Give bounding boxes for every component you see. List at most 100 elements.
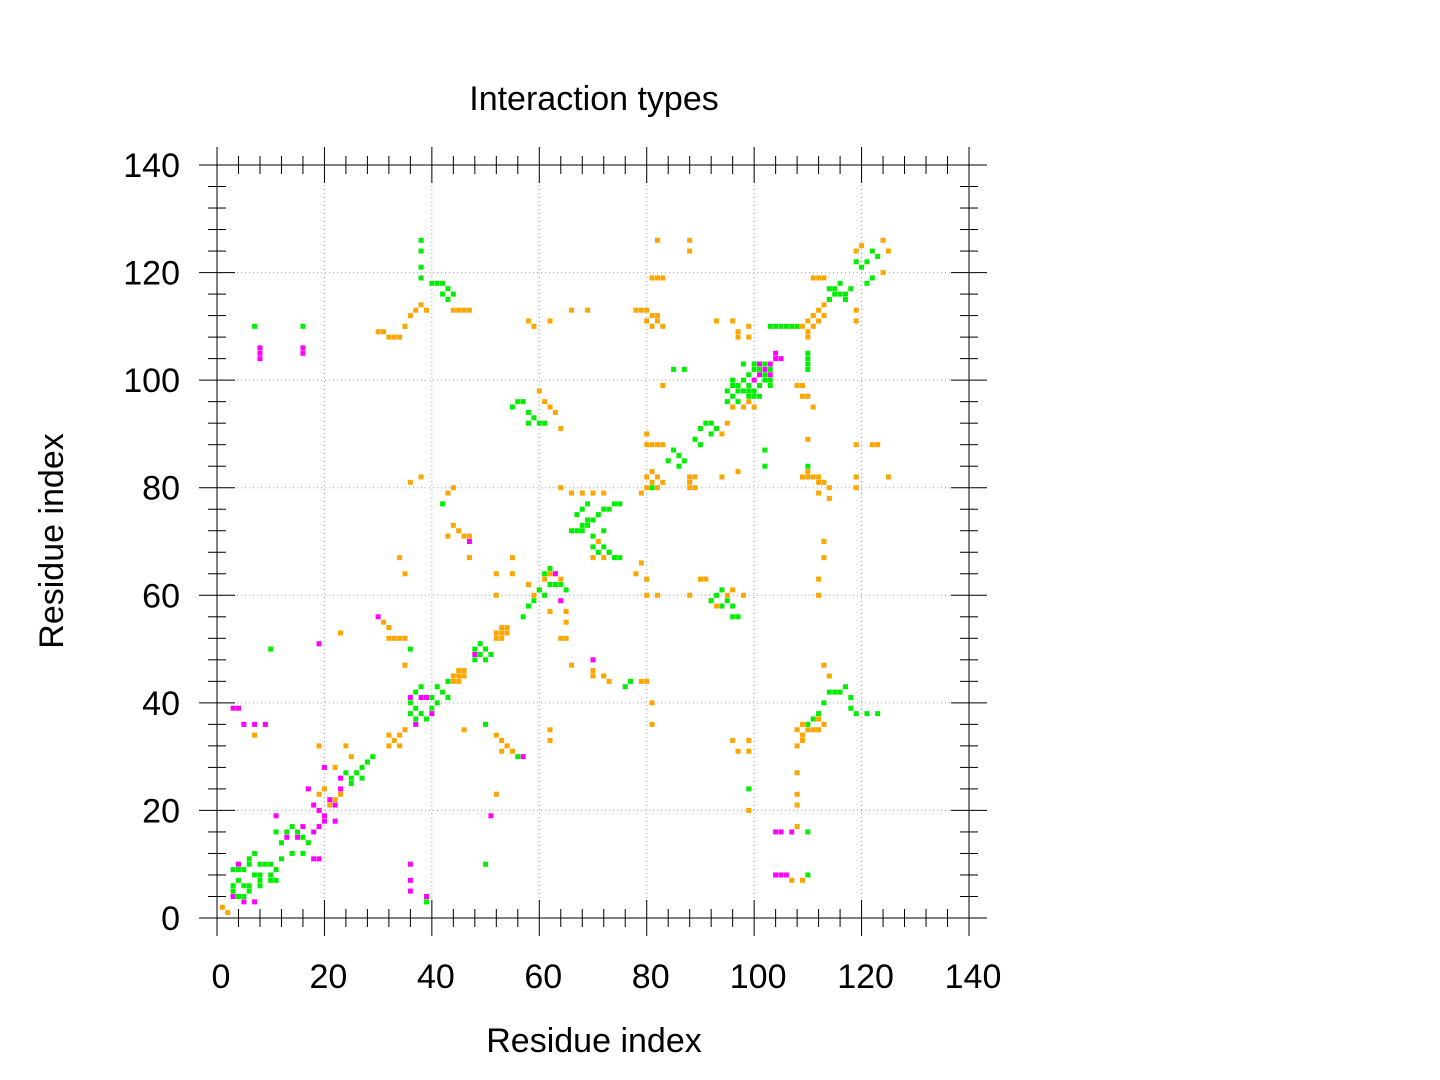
contact-point (816, 592, 822, 598)
contact-point (257, 877, 263, 883)
contact-point (300, 834, 306, 840)
chart-title: Interaction types (469, 80, 718, 118)
contact-point (740, 361, 746, 367)
contact-point (542, 592, 548, 598)
contact-point (252, 899, 258, 905)
contact-point (558, 635, 564, 641)
contact-point (875, 253, 881, 259)
y-tick-label: 0 (161, 900, 180, 938)
contact-point (762, 372, 768, 378)
contact-point (644, 318, 650, 324)
contact-point (423, 899, 429, 905)
contact-point (880, 237, 886, 243)
contact-point (241, 721, 247, 727)
contact-point (531, 598, 537, 604)
contact-point (799, 323, 805, 329)
contact-point (654, 318, 660, 324)
contact-point (413, 689, 419, 695)
contact-point (338, 786, 344, 792)
axis-ticks (199, 147, 987, 936)
contact-point (526, 420, 532, 426)
contact-point (402, 323, 408, 329)
contact-point (391, 738, 397, 744)
contact-point (751, 366, 757, 372)
contact-point (821, 302, 827, 308)
contact-point (875, 442, 881, 448)
contact-point (526, 603, 532, 609)
contact-point (762, 361, 768, 367)
contact-point (676, 463, 682, 469)
contact-point (252, 721, 258, 727)
contact-point (526, 409, 532, 415)
contact-point (724, 399, 730, 405)
contact-point (558, 576, 564, 582)
contact-point (569, 490, 575, 496)
contact-point (327, 802, 333, 808)
contact-point (751, 361, 757, 367)
contact-point (466, 533, 472, 539)
contact-point (407, 694, 413, 700)
contact-point (429, 705, 435, 711)
contact-point (746, 383, 752, 389)
y-tick-label: 140 (123, 147, 180, 185)
contact-point (241, 867, 247, 873)
contact-point (654, 313, 660, 319)
contact-point (284, 834, 290, 840)
contact-point (740, 404, 746, 410)
contact-point (735, 334, 741, 340)
contact-point (864, 280, 870, 286)
contact-point (563, 619, 569, 625)
contact-point (257, 872, 263, 878)
contact-point (885, 474, 891, 480)
contact-point (789, 323, 795, 329)
contact-point (869, 275, 875, 281)
contact-point (853, 485, 859, 491)
contact-point (332, 802, 338, 808)
contact-point (381, 329, 387, 335)
contact-point (381, 619, 387, 625)
contact-point (767, 366, 773, 372)
contact-point (724, 592, 730, 598)
contact-point (740, 377, 746, 383)
contact-point (316, 641, 322, 647)
contact-point (816, 479, 822, 485)
contact-point (547, 404, 553, 410)
contact-point (649, 442, 655, 448)
contact-point (832, 291, 838, 297)
contact-point (246, 883, 252, 889)
contact-point (241, 883, 247, 889)
contact-point (235, 877, 241, 883)
contact-point (402, 662, 408, 668)
contact-point (526, 318, 532, 324)
contact-point (338, 775, 344, 781)
contact-point (316, 856, 322, 862)
contact-point (590, 657, 596, 663)
contact-point (708, 431, 714, 437)
contact-point (321, 813, 327, 819)
contact-point (407, 479, 413, 485)
contact-point (386, 732, 392, 738)
contact-point (773, 829, 779, 835)
contact-point (483, 646, 489, 652)
x-tick-label: 60 (524, 958, 562, 996)
contact-point (799, 393, 805, 399)
contact-point (719, 431, 725, 437)
contact-point (252, 323, 258, 329)
contact-point (246, 861, 252, 867)
contact-point (230, 705, 236, 711)
contact-point (719, 474, 725, 480)
contact-point (418, 248, 424, 254)
y-tick-label: 60 (142, 577, 180, 615)
contact-point (816, 275, 822, 281)
contact-point (246, 888, 252, 894)
contact-point (601, 506, 607, 512)
contact-point (757, 372, 763, 378)
contact-point (853, 307, 859, 313)
contact-point (305, 786, 311, 792)
contact-point (509, 748, 515, 754)
contact-point (719, 587, 725, 593)
contact-point (515, 399, 521, 405)
contact-point (681, 458, 687, 464)
contact-point (499, 738, 505, 744)
contact-point (622, 684, 628, 690)
